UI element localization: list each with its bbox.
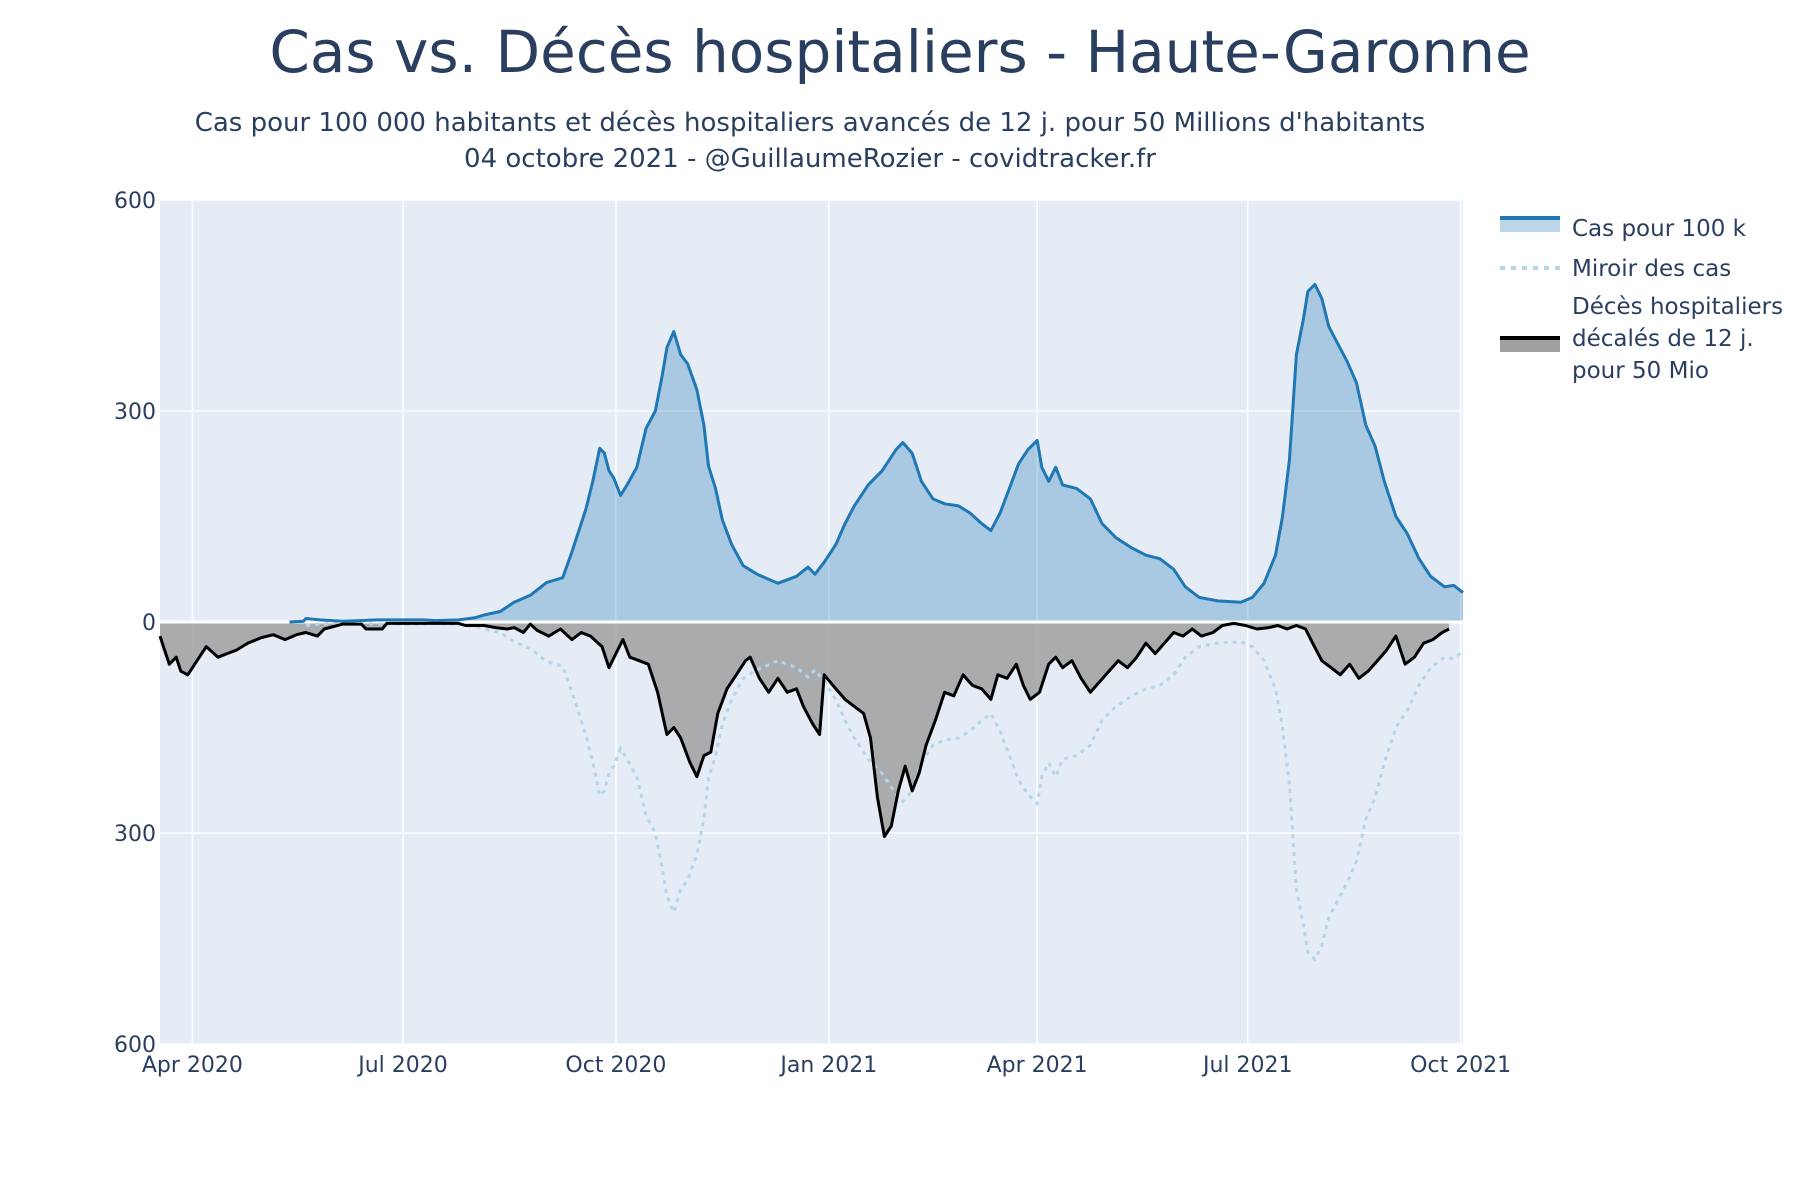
legend-cases-label: Cas pour 100 k xyxy=(1572,216,1747,242)
x-tick-label: Jan 2021 xyxy=(778,1053,877,1078)
cases-area xyxy=(289,284,1464,622)
mirror-line xyxy=(289,620,1464,963)
y-tick-label: 300 xyxy=(114,400,156,425)
legend-cases-swatch-fill xyxy=(1500,218,1560,232)
legend-deaths-swatch-fill xyxy=(1500,338,1560,352)
x-tick-label: Oct 2020 xyxy=(565,1053,666,1078)
legend-deaths-label-line: Décès hospitaliers xyxy=(1572,294,1783,320)
legend-deaths-label-line: pour 50 Mio xyxy=(1572,358,1709,384)
x-tick-label: Apr 2020 xyxy=(142,1053,243,1078)
y-tick-label: 300 xyxy=(114,822,156,847)
legend-mirror-label: Miroir des cas xyxy=(1572,256,1731,282)
chart-subtitle-line1: Cas pour 100 000 habitants et décès hosp… xyxy=(194,108,1426,138)
legend: Cas pour 100 k Miroir des cas Décès hospit… xyxy=(1500,216,1783,384)
x-tick-label: Oct 2021 xyxy=(1410,1053,1511,1078)
x-tick-label: Apr 2021 xyxy=(987,1053,1088,1078)
deaths-area xyxy=(160,622,1450,837)
legend-deaths-label-line: décalés de 12 j. xyxy=(1572,326,1754,352)
deaths-line xyxy=(158,621,1450,838)
x-tick-label: Jul 2021 xyxy=(1201,1053,1293,1078)
y-tick-label: 600 xyxy=(114,189,156,214)
chart-subtitle-line2: 04 octobre 2021 - @GuillaumeRozier - cov… xyxy=(464,144,1156,174)
y-tick-label: 600 xyxy=(114,1033,156,1058)
cases-line xyxy=(289,282,1464,624)
y-tick-label: 0 xyxy=(142,611,156,636)
x-tick-label: Jul 2020 xyxy=(356,1053,448,1078)
chart-title: Cas vs. Décès hospitaliers - Haute-Garon… xyxy=(269,18,1531,86)
